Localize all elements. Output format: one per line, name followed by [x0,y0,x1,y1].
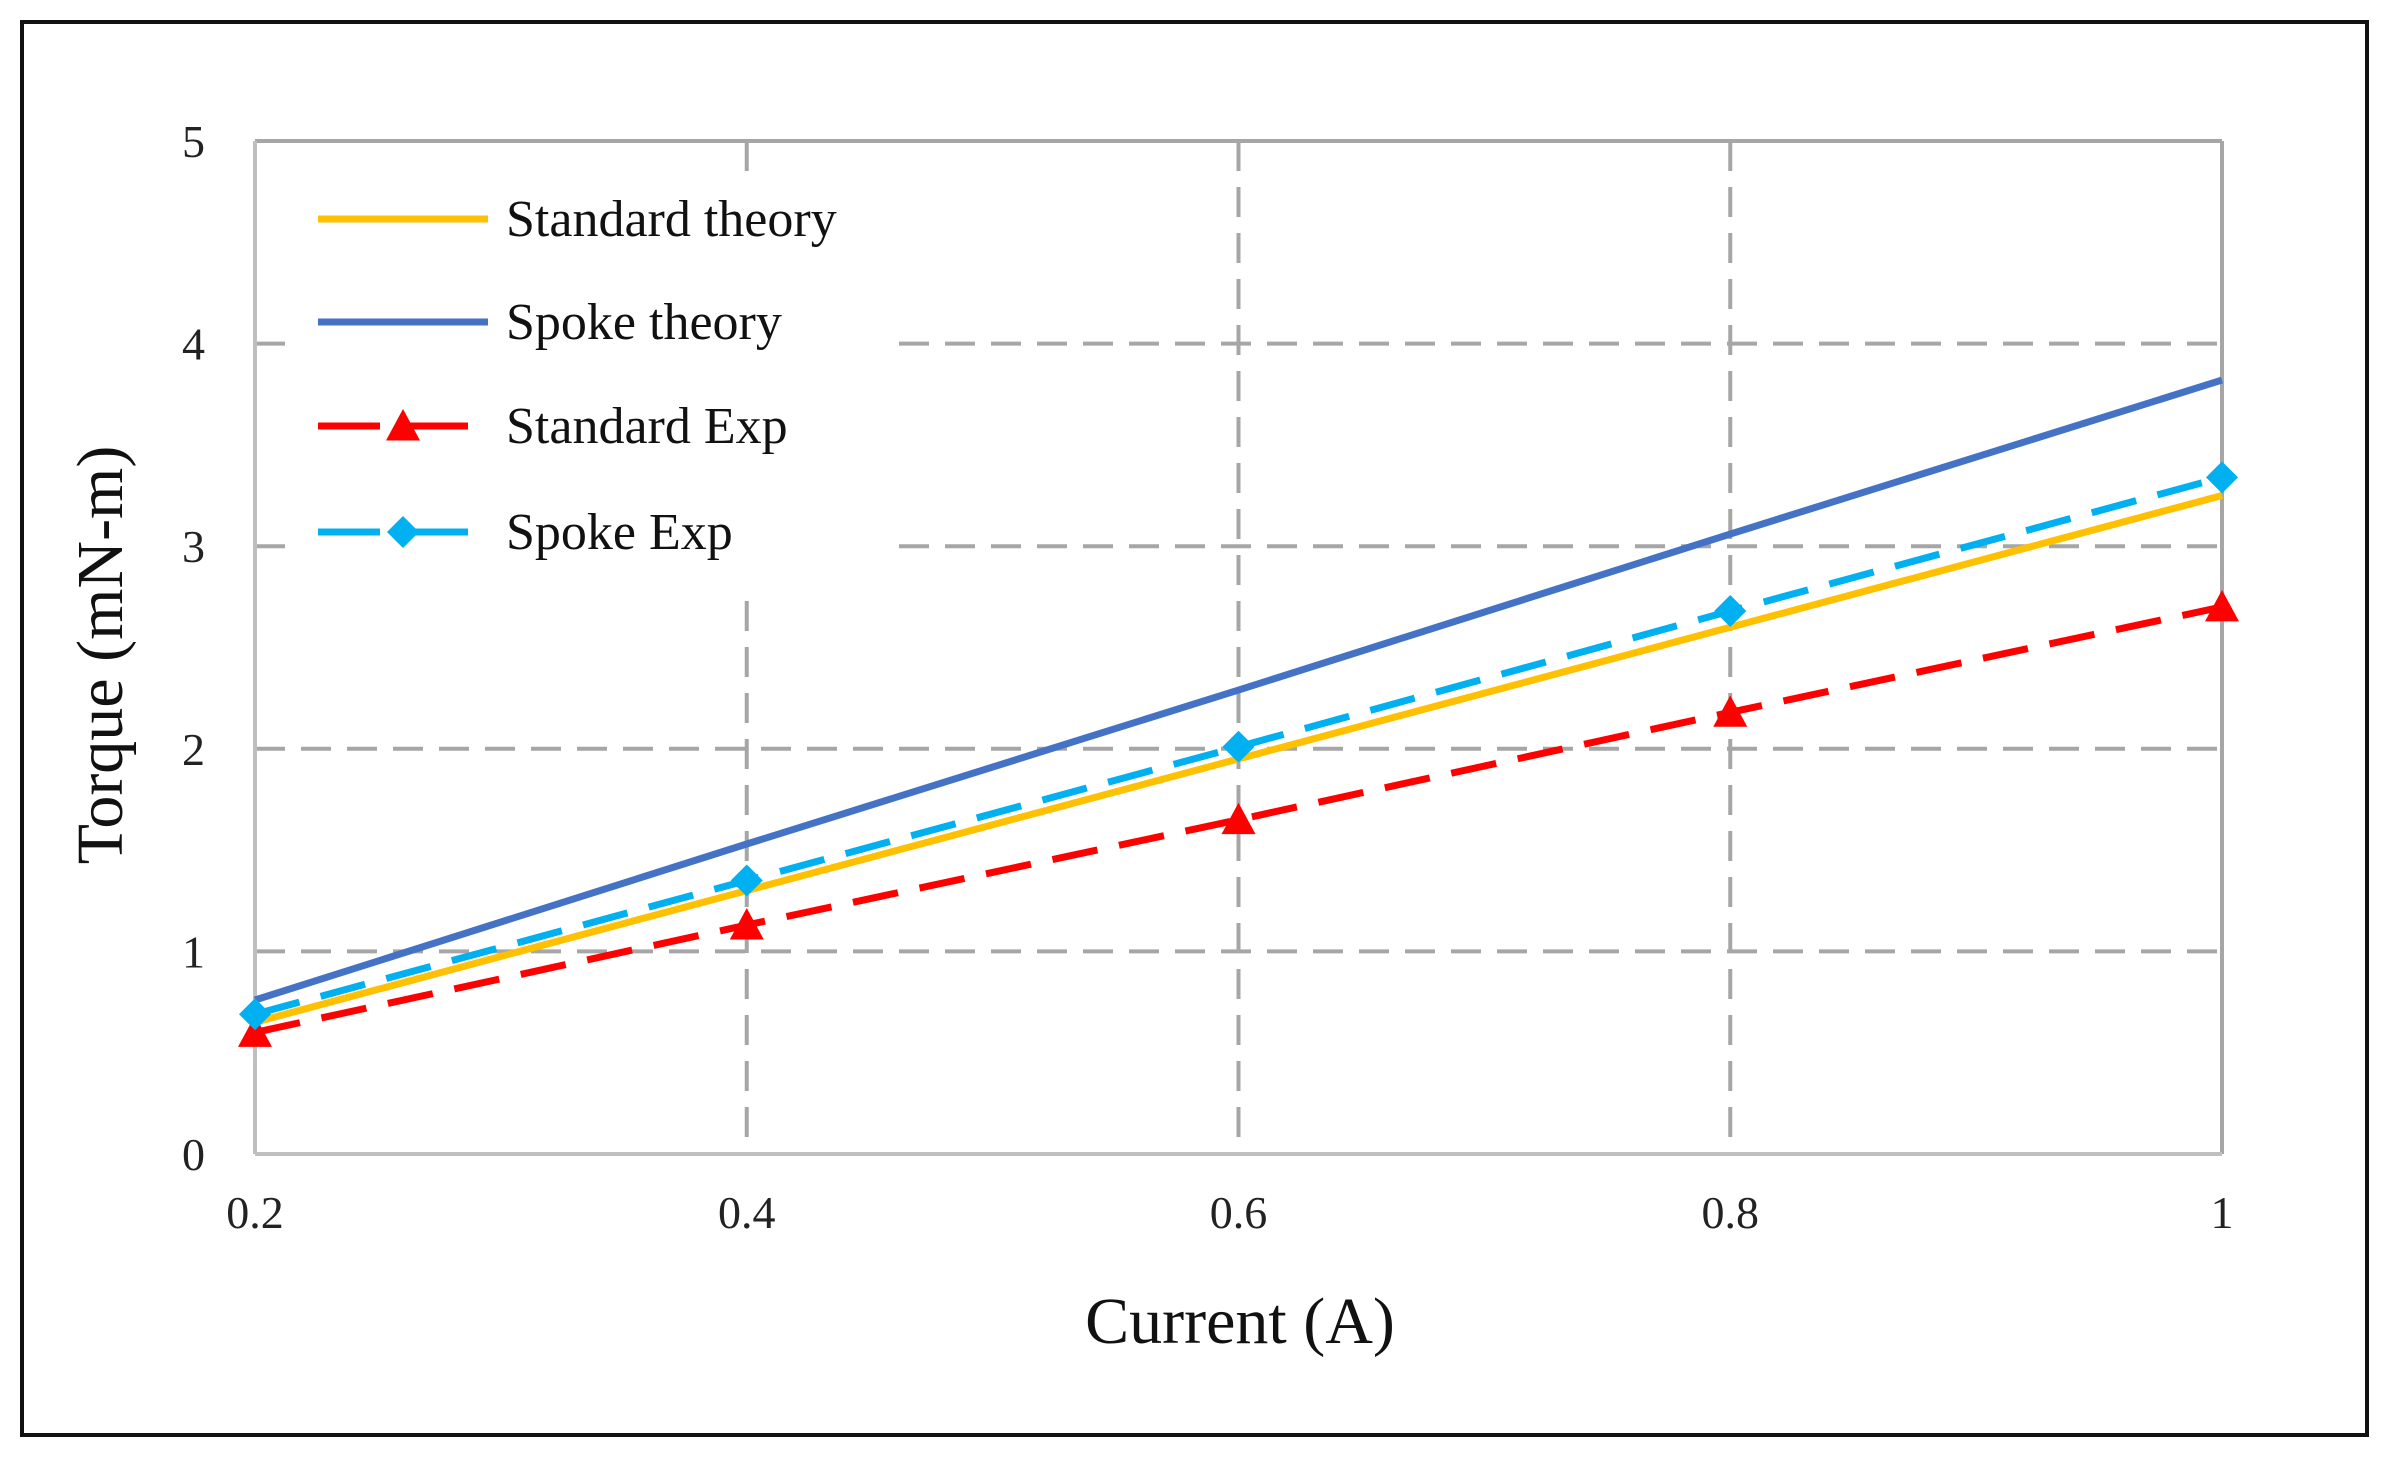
y-tick-label: 3 [182,521,205,572]
legend-background [290,175,890,595]
y-tick-label: 5 [182,116,205,167]
legend-label-spoke-exp: Spoke Exp [506,504,733,561]
x-axis-title: Current (A) [1085,1285,1395,1358]
tick-layer: 0 1 2 3 4 5 0.2 0.4 0.6 0.8 1 [182,116,2234,1238]
y-tick-label: 1 [182,926,205,977]
y-tick-label: 0 [182,1129,205,1180]
y-tick-label: 4 [182,319,205,370]
legend-label-standard-theory: Standard theory [506,191,837,248]
series-line-spoke-theory [253,376,2224,1004]
data-point-spoke-exp [239,998,271,1031]
data-point-standard-exp [2205,589,2239,622]
data-point-standard-exp [729,908,764,940]
legend-marker-standard-exp [386,409,420,441]
legend: Standard theory Spoke theory Standard Exp S… [318,191,837,561]
data-point-standard-exp [1713,695,1748,727]
x-tick-label: 0.6 [1210,1187,1268,1238]
grid-layer [253,139,2224,1156]
y-axis-title: Torque (mN-m) [64,446,137,865]
legend-marker-spoke-exp [387,516,419,548]
data-point-spoke-exp [1222,730,1255,763]
legend-label-standard-exp: Standard Exp [506,398,788,455]
series-line-standard-exp [254,603,2223,1036]
data-point-standard-exp [238,1015,272,1047]
data-point-standard-exp [1221,802,1256,835]
x-tick-label: 0.4 [718,1187,776,1238]
y-tick-label: 2 [182,724,205,775]
legend-label-spoke-theory: Spoke theory [506,294,782,351]
data-point-spoke-exp [1714,595,1747,628]
data-point-spoke-exp [730,864,763,897]
x-tick-label: 1 [2211,1187,2234,1238]
data-point-spoke-exp [2206,461,2238,494]
marker-layer [238,461,2239,1047]
x-tick-label: 0.2 [226,1187,284,1238]
x-tick-label: 0.8 [1702,1187,1760,1238]
